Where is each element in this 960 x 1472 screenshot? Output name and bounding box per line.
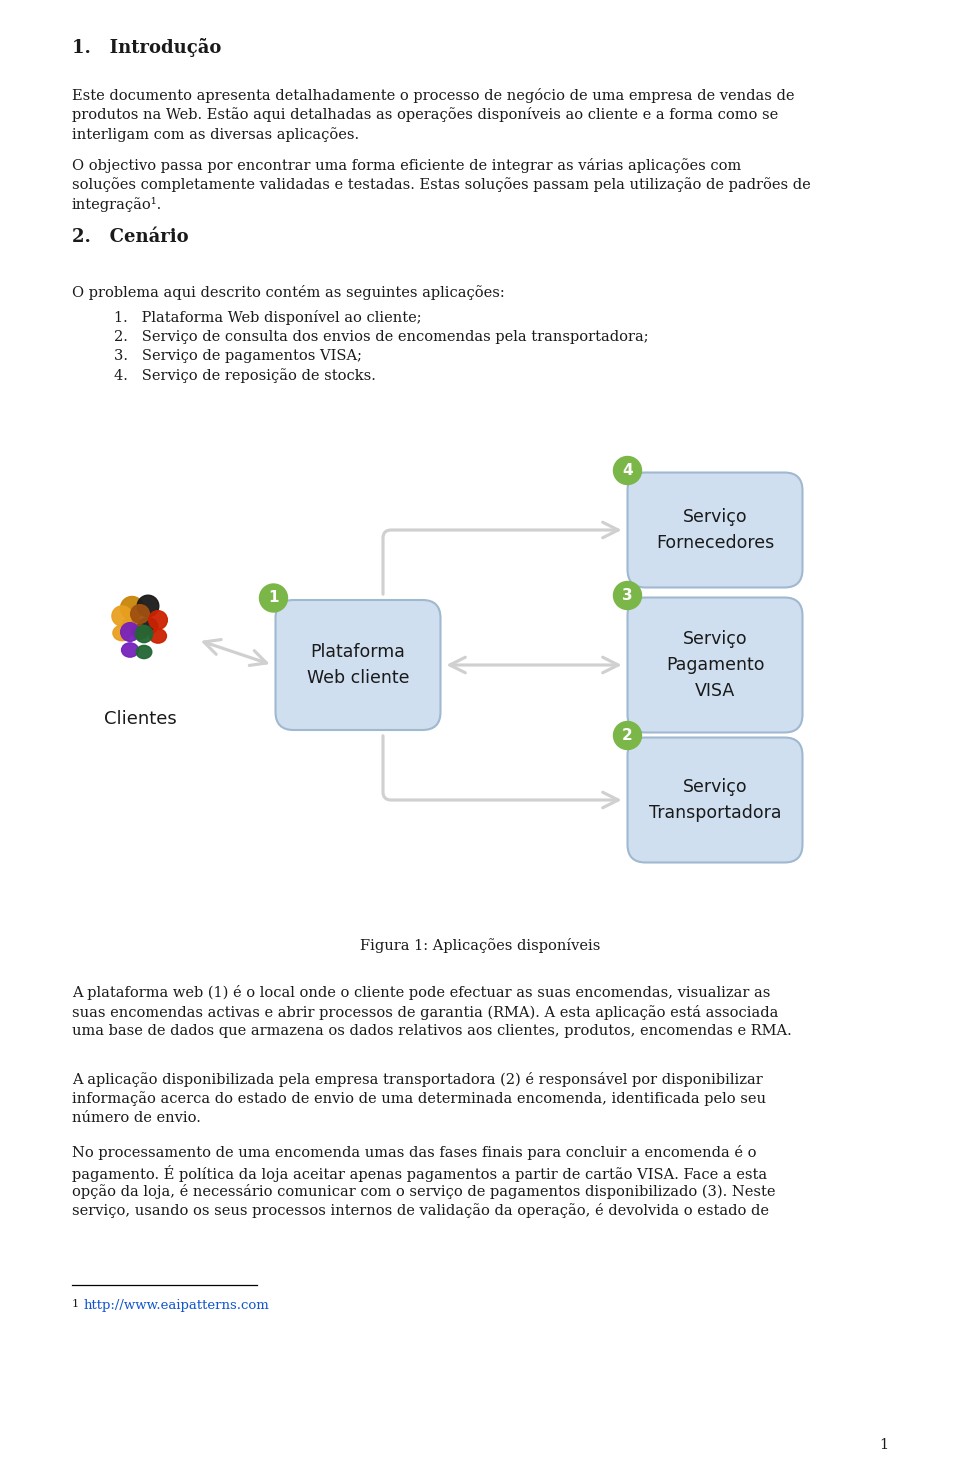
Text: 4: 4: [622, 464, 633, 478]
Text: 3: 3: [622, 587, 633, 604]
Text: 1.   Plataforma Web disponível ao cliente;: 1. Plataforma Web disponível ao cliente;: [114, 311, 421, 325]
FancyBboxPatch shape: [628, 598, 803, 733]
Text: 2.   Serviço de consulta dos envios de encomendas pela transportadora;: 2. Serviço de consulta dos envios de enc…: [114, 330, 649, 343]
Circle shape: [121, 623, 139, 642]
Text: Serviço
Fornecedores: Serviço Fornecedores: [656, 508, 774, 552]
Circle shape: [131, 605, 150, 623]
Text: 2.   Cenário: 2. Cenário: [72, 228, 188, 246]
Text: integração¹.: integração¹.: [72, 197, 162, 212]
Text: número de envio.: número de envio.: [72, 1111, 201, 1125]
Ellipse shape: [122, 617, 142, 634]
Text: interligam com as diversas aplicações.: interligam com as diversas aplicações.: [72, 127, 359, 141]
Text: 1: 1: [72, 1298, 79, 1309]
Text: Serviço
Pagamento
VISA: Serviço Pagamento VISA: [665, 630, 764, 701]
Text: produtos na Web. Estão aqui detalhadas as operações disponíveis ao cliente e a f: produtos na Web. Estão aqui detalhadas a…: [72, 107, 779, 122]
Circle shape: [137, 595, 158, 617]
Text: 4.   Serviço de reposição de stocks.: 4. Serviço de reposição de stocks.: [114, 368, 376, 383]
Text: uma base de dados que armazena os dados relativos aos clientes, produtos, encome: uma base de dados que armazena os dados …: [72, 1025, 792, 1038]
Text: A aplicação disponibilizada pela empresa transportadora (2) é responsável por di: A aplicação disponibilizada pela empresa…: [72, 1072, 763, 1086]
Text: Plataforma
Web cliente: Plataforma Web cliente: [307, 643, 409, 687]
Text: 1: 1: [268, 590, 278, 605]
Text: Clientes: Clientes: [104, 710, 177, 729]
Text: 1: 1: [878, 1438, 888, 1451]
Text: 2: 2: [622, 729, 633, 743]
Ellipse shape: [122, 643, 138, 657]
Text: informação acerca do estado de envio de uma determinada encomenda, identificada : informação acerca do estado de envio de …: [72, 1092, 766, 1107]
Text: O objectivo passa por encontrar uma forma eficiente de integrar as várias aplica: O objectivo passa por encontrar uma form…: [72, 158, 741, 174]
Circle shape: [112, 606, 132, 626]
Circle shape: [121, 596, 144, 620]
Circle shape: [149, 611, 167, 630]
Text: opção da loja, é necessário comunicar com o serviço de pagamentos disponibilizad: opção da loja, é necessário comunicar co…: [72, 1183, 776, 1200]
Text: Figura 1: Aplicações disponíveis: Figura 1: Aplicações disponíveis: [360, 938, 600, 952]
Text: A plataforma web (1) é o local onde o cliente pode efectuar as suas encomendas, : A plataforma web (1) é o local onde o cl…: [72, 985, 770, 999]
Text: No processamento de uma encomenda umas das fases finais para concluir a encomend: No processamento de uma encomenda umas d…: [72, 1145, 756, 1160]
Ellipse shape: [138, 618, 157, 634]
Ellipse shape: [132, 624, 149, 639]
Ellipse shape: [136, 645, 152, 658]
Circle shape: [135, 626, 153, 643]
Text: suas encomendas activas e abrir processos de garantia (RMA). A esta aplicação es: suas encomendas activas e abrir processo…: [72, 1004, 779, 1020]
Text: O problema aqui descrito contém as seguintes aplicações:: O problema aqui descrito contém as segui…: [72, 286, 505, 300]
Ellipse shape: [150, 629, 166, 643]
Circle shape: [259, 584, 287, 612]
FancyBboxPatch shape: [276, 601, 441, 730]
Text: 1.   Introdução: 1. Introdução: [72, 38, 222, 57]
Text: pagamento. É política da loja aceitar apenas pagamentos a partir de cartão VISA.: pagamento. É política da loja aceitar ap…: [72, 1164, 767, 1182]
Text: Este documento apresenta detalhadamente o processo de negócio de uma empresa de : Este documento apresenta detalhadamente …: [72, 88, 795, 103]
Circle shape: [613, 721, 641, 749]
Circle shape: [613, 456, 641, 484]
Text: http://www.eaipatterns.com: http://www.eaipatterns.com: [84, 1298, 270, 1312]
FancyBboxPatch shape: [628, 737, 803, 863]
Text: soluções completamente validadas e testadas. Estas soluções passam pela utilizaç: soluções completamente validadas e testa…: [72, 178, 811, 193]
Ellipse shape: [113, 626, 132, 640]
Text: Serviço
Transportadora: Serviço Transportadora: [649, 777, 781, 823]
FancyBboxPatch shape: [628, 473, 803, 587]
Circle shape: [613, 581, 641, 609]
Text: 3.   Serviço de pagamentos VISA;: 3. Serviço de pagamentos VISA;: [114, 349, 362, 364]
Text: serviço, usando os seus processos internos de validação da operação, é devolvida: serviço, usando os seus processos intern…: [72, 1204, 769, 1219]
